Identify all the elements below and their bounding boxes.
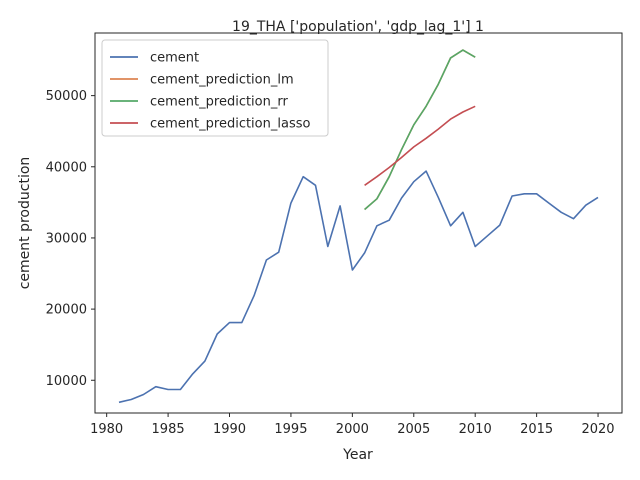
legend-label-1: cement_prediction_lm — [150, 73, 294, 88]
legend-box — [101, 39, 329, 137]
y-tick-label: 20000 — [46, 303, 87, 318]
series-line-3 — [364, 105, 476, 186]
x-tick-label: 2010 — [459, 422, 492, 437]
y-axis: 10000 20000 30000 40000 50000 — [46, 89, 95, 389]
x-axis: 1980 1985 1990 1995 2000 2005 2010 2015 2020 — [90, 413, 615, 437]
x-tick-label: 1985 — [152, 422, 185, 437]
legend: cement cement_prediction_lm cement_predict… — [101, 39, 329, 137]
x-tick-label: 1990 — [213, 422, 246, 437]
plot-lines — [118, 49, 599, 404]
x-tick-label: 2015 — [520, 422, 553, 437]
x-tick-label: 1980 — [90, 422, 123, 437]
series-line-0 — [118, 170, 599, 404]
legend-label-0: cement — [150, 51, 199, 66]
x-tick-label: 1995 — [274, 422, 307, 437]
y-tick-label: 30000 — [46, 231, 87, 246]
y-axis-title: cement production — [17, 157, 33, 290]
chart-title: 19_THA ['population', 'gdp_lag_1'] 1 — [232, 19, 484, 35]
y-tick-label: 10000 — [46, 374, 87, 389]
plot-frame — [94, 32, 623, 414]
legend-label-3: cement_prediction_lasso — [150, 117, 310, 132]
legend-label-2: cement_prediction_rr — [150, 95, 288, 110]
y-tick-label: 50000 — [46, 89, 87, 104]
x-tick-label: 2020 — [581, 422, 614, 437]
x-axis-title: Year — [342, 447, 373, 463]
series-line-2 — [364, 49, 476, 211]
x-tick-label: 2005 — [397, 422, 430, 437]
x-tick-label: 2000 — [336, 422, 369, 437]
y-tick-label: 40000 — [46, 160, 87, 175]
